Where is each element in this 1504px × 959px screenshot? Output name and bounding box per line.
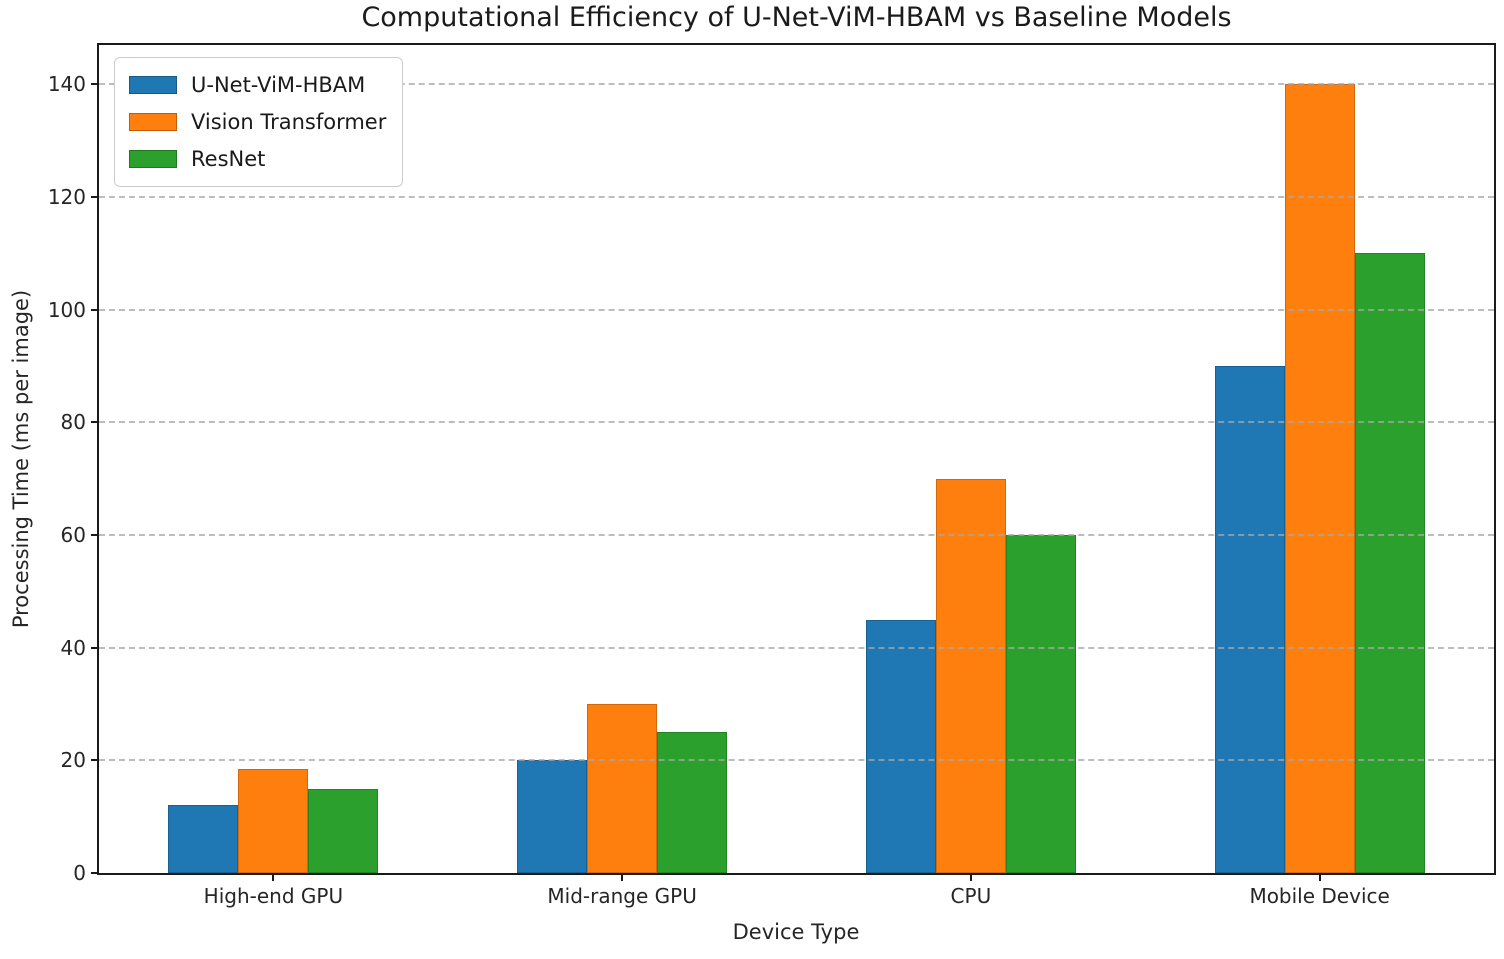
- y-tick-mark-20: [91, 759, 99, 762]
- legend-item-vision-transformer: Vision Transformer: [129, 105, 386, 139]
- bar-u-net-vim-hbam-mid-range-gpu: [517, 760, 588, 873]
- y-tick-label-40: 40: [60, 635, 86, 660]
- y-tick-mark-60: [91, 534, 99, 537]
- x-axis-label: Device Type: [732, 920, 860, 944]
- legend-label-resnet: ResNet: [191, 146, 266, 171]
- bar-resnet-mobile-device: [1354, 253, 1425, 873]
- x-tick-mark-mobile-device: [1318, 873, 1321, 881]
- gridline-y-100: [99, 308, 1494, 311]
- x-tick-label-high-end-gpu: High-end GPU: [203, 884, 344, 908]
- bar-vision-transformer-mid-range-gpu: [587, 704, 658, 873]
- bar-vision-transformer-mobile-device: [1284, 84, 1355, 873]
- plot-area: U-Net-ViM-HBAM Vision Transformer ResNet 0…: [48, 43, 1496, 906]
- x-tick-label-mobile-device: Mobile Device: [1249, 884, 1390, 908]
- y-tick-label-20: 20: [60, 748, 86, 773]
- gridline-y-140: [99, 83, 1494, 86]
- bar-u-net-vim-hbam-high-end-gpu: [168, 805, 239, 873]
- y-tick-mark-0: [91, 872, 99, 874]
- y-tick-mark-120: [91, 196, 99, 199]
- y-tick-label-0: 0: [73, 861, 86, 885]
- bar-vision-transformer-cpu: [935, 478, 1006, 873]
- bar-u-net-vim-hbam-mobile-device: [1214, 366, 1285, 873]
- x-tick-mark-cpu: [969, 873, 972, 881]
- legend-label-vision-transformer: Vision Transformer: [191, 109, 387, 134]
- gridline-y-40: [99, 646, 1494, 649]
- bar-vision-transformer-high-end-gpu: [238, 768, 309, 873]
- y-tick-mark-40: [91, 646, 99, 649]
- legend-swatch-vision-transformer: [129, 113, 177, 131]
- legend-label-u-net-vim-hbam: U-Net-ViM-HBAM: [191, 72, 366, 97]
- bar-resnet-cpu: [1005, 535, 1076, 873]
- y-axis-label: Processing Time (ms per image): [9, 289, 33, 629]
- legend-swatch-resnet: [129, 150, 177, 168]
- gridline-y-60: [99, 534, 1494, 537]
- y-tick-mark-80: [91, 421, 99, 424]
- legend-swatch-u-net-vim-hbam: [129, 76, 177, 94]
- x-tick-label-mid-range-gpu: Mid-range GPU: [547, 884, 697, 908]
- legend: U-Net-ViM-HBAM Vision Transformer ResNet: [114, 57, 404, 187]
- x-tick-mark-mid-range-gpu: [621, 873, 624, 881]
- bar-u-net-vim-hbam-cpu: [865, 619, 936, 873]
- gridline-y-80: [99, 421, 1494, 424]
- y-tick-label-120: 120: [47, 185, 86, 210]
- bar-resnet-high-end-gpu: [308, 788, 379, 873]
- gridline-y-120: [99, 196, 1494, 199]
- y-tick-label-60: 60: [60, 523, 86, 548]
- chart-title: Computational Efficiency of U-Net-ViM-HB…: [361, 2, 1232, 33]
- y-tick-label-80: 80: [60, 410, 86, 435]
- gridline-y-20: [99, 759, 1494, 762]
- y-tick-label-140: 140: [47, 72, 86, 97]
- y-tick-label-100: 100: [47, 297, 86, 322]
- legend-item-resnet: ResNet: [129, 142, 386, 176]
- legend-item-u-net-vim-hbam: U-Net-ViM-HBAM: [129, 68, 386, 102]
- x-tick-label-cpu: CPU: [950, 884, 992, 908]
- y-tick-mark-100: [91, 308, 99, 311]
- x-tick-mark-high-end-gpu: [272, 873, 275, 881]
- bar-resnet-mid-range-gpu: [657, 732, 728, 873]
- y-tick-mark-140: [91, 83, 99, 86]
